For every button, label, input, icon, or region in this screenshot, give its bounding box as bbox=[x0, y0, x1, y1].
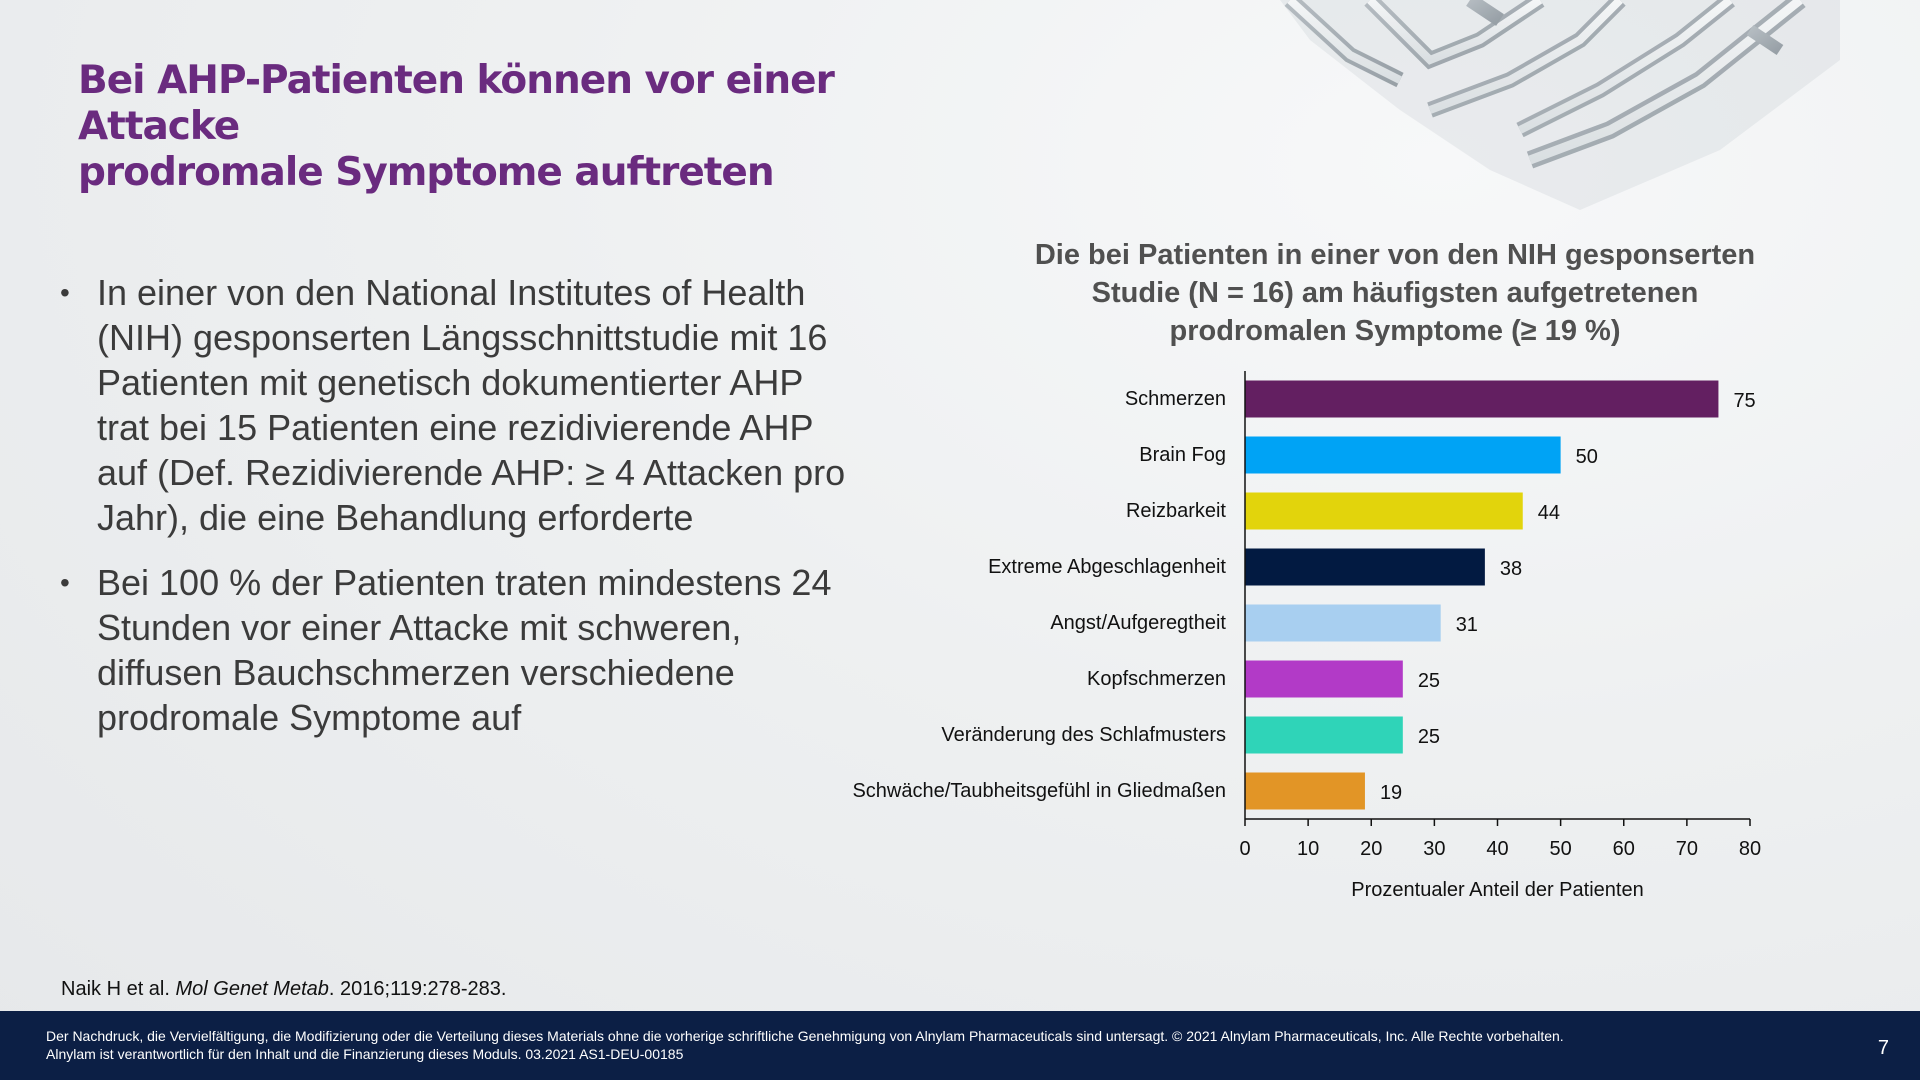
bar-5 bbox=[1245, 660, 1403, 698]
category-label-3: Extreme Abgeschlagenheit bbox=[988, 556, 1226, 578]
maze-decoration bbox=[1280, 0, 1840, 210]
x-tick-label-2: 20 bbox=[1360, 838, 1382, 860]
x-axis-title: Prozentualer Anteil der Patienten bbox=[1351, 879, 1643, 901]
bar-6 bbox=[1245, 716, 1403, 754]
citation-details: . 2016;119:278-283. bbox=[328, 978, 507, 1000]
citation-authors: Naik H et al. bbox=[61, 978, 176, 1000]
category-label-1: Brain Fog bbox=[1139, 444, 1226, 466]
data-label-5: 25 bbox=[1418, 670, 1440, 692]
citation: Naik H et al. Mol Genet Metab. 2016;119:… bbox=[61, 978, 506, 1001]
category-label-4: Angst/Aufgeregtheit bbox=[1050, 612, 1226, 634]
x-tick-label-1: 10 bbox=[1297, 838, 1319, 860]
data-label-4: 31 bbox=[1456, 614, 1478, 636]
x-tick-label-7: 70 bbox=[1676, 838, 1698, 860]
bullet-list: • In einer von den National Institutes o… bbox=[60, 270, 860, 760]
bullet-item-1: • In einer von den National Institutes o… bbox=[60, 270, 860, 540]
bullet-text-2: Bei 100 % der Patienten traten mindesten… bbox=[97, 562, 832, 738]
bullet-item-2: • Bei 100 % der Patienten traten mindest… bbox=[60, 560, 860, 740]
bar-0 bbox=[1245, 380, 1719, 418]
category-label-2: Reizbarkeit bbox=[1126, 500, 1226, 522]
chart-title-line-3: prodromalen Symptome (≥ 19 %) bbox=[1169, 315, 1621, 347]
bar-3 bbox=[1245, 548, 1485, 586]
footer-responsibility: Alnylam ist verantwortlich für den Inhal… bbox=[46, 1046, 684, 1062]
data-label-2: 44 bbox=[1538, 502, 1560, 524]
bar-2 bbox=[1245, 492, 1523, 530]
x-tick-label-6: 60 bbox=[1613, 838, 1635, 860]
footer-bar: Der Nachdruck, die Vervielfältigung, die… bbox=[0, 1011, 1920, 1080]
bullet-dot-icon: • bbox=[60, 567, 70, 598]
slide-title: Bei AHP-Patienten können vor einer Attac… bbox=[78, 58, 978, 196]
data-label-7: 19 bbox=[1380, 782, 1402, 804]
x-tick-label-0: 0 bbox=[1239, 838, 1250, 860]
data-label-6: 25 bbox=[1418, 726, 1440, 748]
chart-title: Die bei Patienten in einer von den NIH g… bbox=[975, 236, 1815, 350]
page-number: 7 bbox=[1877, 1037, 1889, 1059]
bar-1 bbox=[1245, 436, 1561, 474]
footer-copyright: Der Nachdruck, die Vervielfältigung, die… bbox=[46, 1028, 1564, 1044]
category-label-6: Veränderung des Schlafmusters bbox=[941, 724, 1226, 746]
bar-7 bbox=[1245, 772, 1365, 810]
data-label-0: 75 bbox=[1733, 390, 1755, 412]
bar-4 bbox=[1245, 604, 1441, 642]
x-tick-label-8: 80 bbox=[1739, 838, 1761, 860]
slide-title-line-1: Bei AHP-Patienten können vor einer Attac… bbox=[78, 58, 835, 149]
chart-title-line-1: Die bei Patienten in einer von den NIH g… bbox=[1034, 239, 1756, 271]
bullet-dot-icon: • bbox=[60, 277, 70, 308]
data-label-3: 38 bbox=[1500, 558, 1522, 580]
category-label-7: Schwäche/Taubheitsgefühl in Gliedmaßen bbox=[852, 780, 1226, 802]
category-label-5: Kopfschmerzen bbox=[1087, 668, 1226, 690]
bullet-text-1: In einer von den National Institutes of … bbox=[97, 272, 846, 538]
category-label-0: Schmerzen bbox=[1125, 388, 1226, 410]
citation-journal: Mol Genet Metab bbox=[175, 978, 329, 1000]
slide-title-line-2: prodromale Symptome auftreten bbox=[78, 150, 775, 195]
data-label-1: 50 bbox=[1576, 446, 1598, 468]
x-tick-label-4: 40 bbox=[1486, 838, 1508, 860]
x-tick-label-3: 30 bbox=[1423, 838, 1445, 860]
x-tick-label-5: 50 bbox=[1550, 838, 1572, 860]
chart-title-line-2: Studie (N = 16) am häufigsten aufgetrete… bbox=[1091, 277, 1699, 309]
